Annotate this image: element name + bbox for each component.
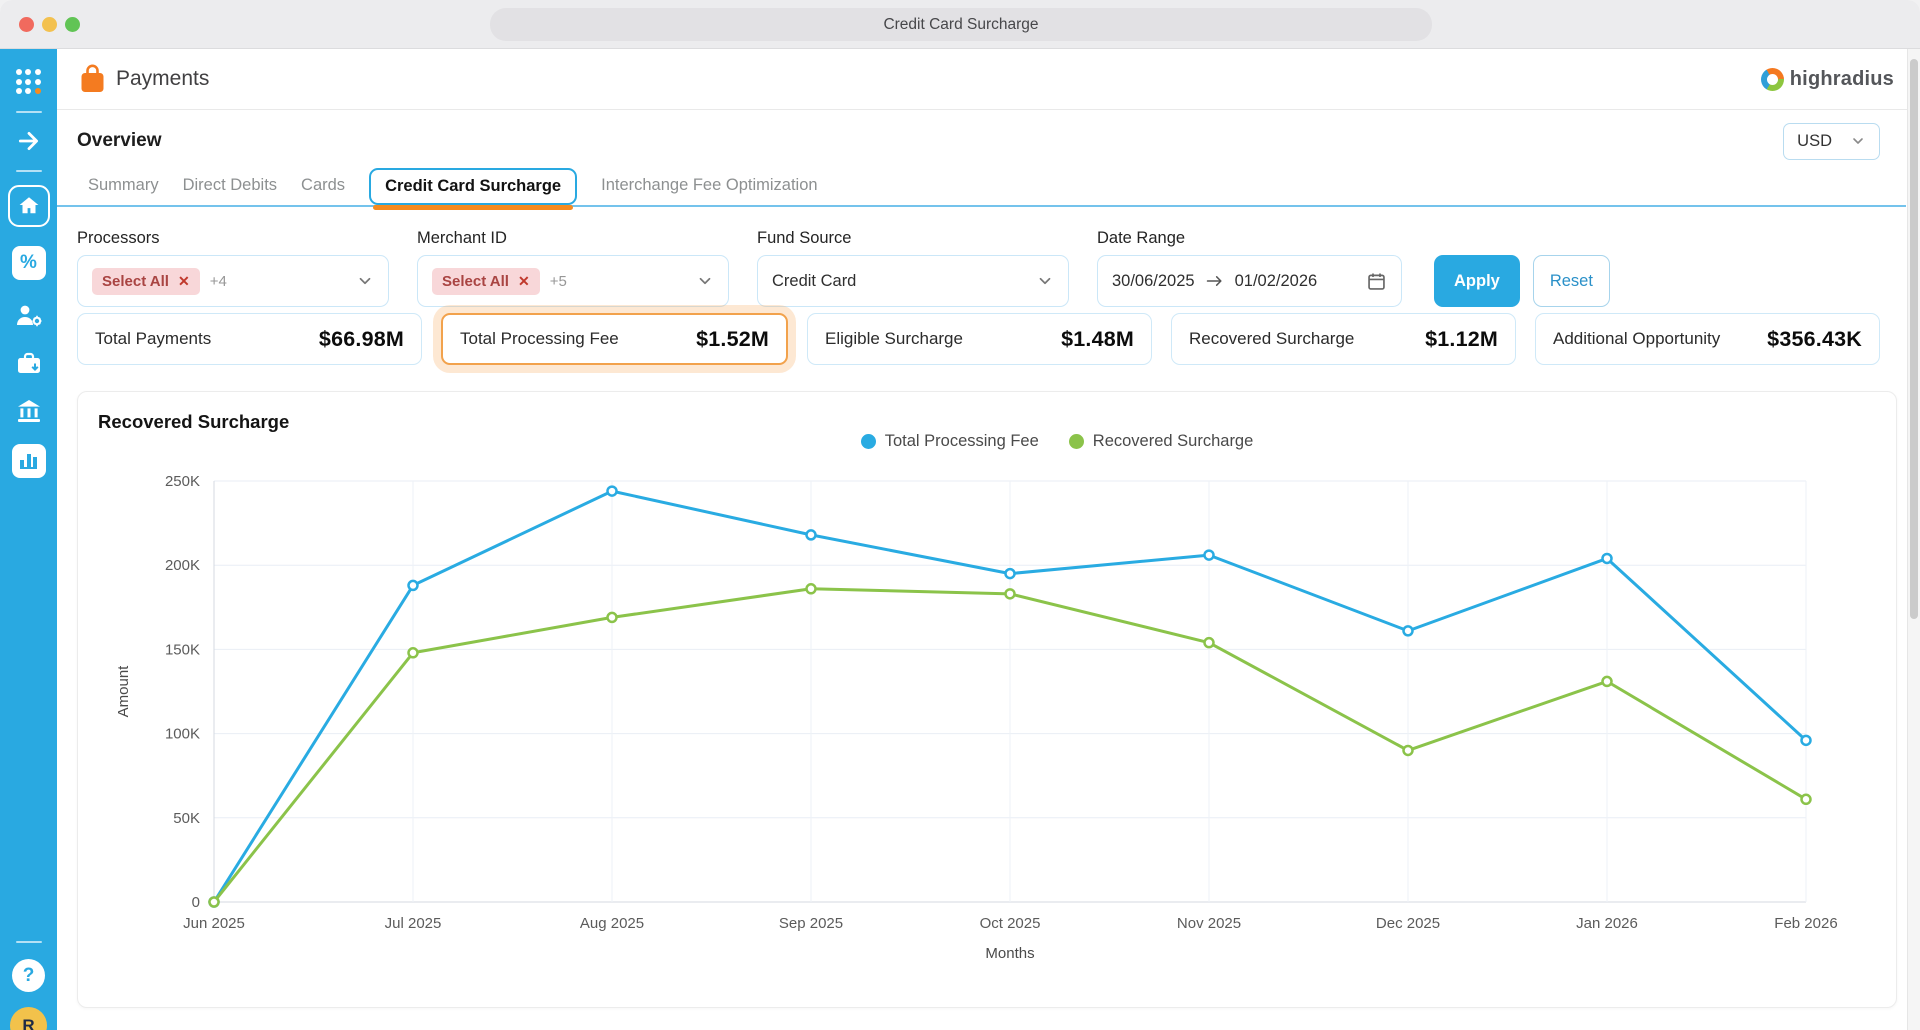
kpi-additional-opportunity[interactable]: Additional Opportunity $356.43K: [1535, 313, 1880, 365]
date-range-end[interactable]: 01/02/2026: [1235, 272, 1318, 291]
svg-text:Aug 2025: Aug 2025: [580, 915, 644, 932]
tab-credit-card-surcharge[interactable]: Credit Card Surcharge: [369, 168, 577, 205]
line-chart: 0 50K 100K 150K 200K 250K Jun 2025 Jul 2025 Aug …: [78, 392, 1898, 1009]
svg-text:50K: 50K: [173, 810, 200, 827]
app-header: Payments highradius: [57, 49, 1920, 110]
processors-label: Processors: [77, 229, 389, 248]
fund-source-select[interactable]: Credit Card: [757, 255, 1069, 307]
merchant-id-multiselect[interactable]: Select All ✕ +5: [417, 255, 729, 307]
svg-text:150K: 150K: [165, 641, 200, 658]
app-name: Payments: [116, 67, 209, 91]
svg-text:Amount: Amount: [115, 665, 132, 718]
window-title-text: Credit Card Surcharge: [883, 16, 1038, 34]
calendar-icon[interactable]: [1366, 271, 1387, 292]
processors-more-count: +4: [210, 273, 227, 290]
chevron-down-icon: [1036, 272, 1054, 290]
traffic-lights: [19, 17, 80, 32]
scrollbar-thumb[interactable]: [1910, 59, 1918, 619]
remove-icon[interactable]: ✕: [518, 273, 530, 290]
sidebar-divider: [16, 111, 42, 113]
merchant-id-more-count: +5: [550, 273, 567, 290]
kpi-total-processing-fee[interactable]: Total Processing Fee $1.52M: [441, 313, 788, 365]
sidebar-divider: [16, 170, 42, 172]
svg-text:Months: Months: [985, 945, 1034, 962]
user-avatar[interactable]: R: [10, 1007, 47, 1030]
app-window: Credit Card Surcharge %: [0, 0, 1920, 1030]
svg-text:Feb 2026: Feb 2026: [1774, 915, 1837, 932]
apply-button[interactable]: Apply: [1434, 255, 1520, 307]
svg-text:Jun 2025: Jun 2025: [183, 915, 245, 932]
tab-direct-debits[interactable]: Direct Debits: [183, 176, 277, 195]
date-range-label: Date Range: [1097, 229, 1402, 248]
filters-bar: Processors Select All ✕ +4 Merchant ID S…: [57, 207, 1906, 307]
briefcase-export-icon[interactable]: [15, 351, 43, 377]
tab-summary[interactable]: Summary: [88, 176, 159, 195]
bank-icon[interactable]: [15, 398, 43, 424]
arrow-right-icon[interactable]: [16, 128, 42, 154]
merchant-id-chip[interactable]: Select All ✕: [432, 268, 540, 295]
tab-bar: Summary Direct Debits Cards Credit Card …: [57, 166, 1906, 207]
arrow-right-icon: [1205, 273, 1225, 289]
shopping-bag-icon: [79, 64, 106, 94]
chevron-down-icon: [1850, 133, 1866, 149]
chevron-down-icon: [696, 272, 714, 290]
processors-multiselect[interactable]: Select All ✕ +4: [77, 255, 389, 307]
svg-text:Nov 2025: Nov 2025: [1177, 915, 1241, 932]
highradius-logo-icon: [1761, 68, 1784, 91]
help-icon[interactable]: ?: [12, 959, 45, 992]
svg-text:Oct 2025: Oct 2025: [980, 915, 1041, 932]
fund-source-value: Credit Card: [772, 272, 856, 291]
app-logo: Payments: [79, 64, 209, 94]
close-window-button[interactable]: [19, 17, 34, 32]
user-settings-icon[interactable]: [14, 302, 44, 330]
brand-name: highradius: [1790, 68, 1894, 91]
currency-value: USD: [1797, 132, 1832, 151]
svg-text:200K: 200K: [165, 557, 200, 574]
kpi-recovered-surcharge[interactable]: Recovered Surcharge $1.12M: [1171, 313, 1516, 365]
fund-source-label: Fund Source: [757, 229, 1069, 248]
kpi-eligible-surcharge[interactable]: Eligible Surcharge $1.48M: [807, 313, 1152, 365]
percent-icon[interactable]: %: [12, 246, 46, 280]
scrollbar-track[interactable]: [1907, 49, 1920, 1030]
page-title: Overview: [77, 130, 162, 152]
home-icon[interactable]: [8, 185, 50, 227]
merchant-id-label: Merchant ID: [417, 229, 729, 248]
date-range-input[interactable]: 30/06/2025 01/02/2026: [1097, 255, 1402, 307]
processors-chip[interactable]: Select All ✕: [92, 268, 200, 295]
recovered-surcharge-chart-card: Recovered Surcharge Total Processing Fee…: [77, 391, 1897, 1008]
kpi-total-payments[interactable]: Total Payments $66.98M: [77, 313, 422, 365]
sidebar-divider: [16, 941, 42, 943]
svg-text:Jan 2026: Jan 2026: [1576, 915, 1638, 932]
reset-button[interactable]: Reset: [1533, 255, 1610, 307]
svg-text:0: 0: [192, 894, 200, 911]
window-title: Credit Card Surcharge: [490, 8, 1432, 41]
svg-text:Sep 2025: Sep 2025: [779, 915, 843, 932]
date-range-start[interactable]: 30/06/2025: [1112, 272, 1195, 291]
zoom-window-button[interactable]: [65, 17, 80, 32]
svg-text:Dec 2025: Dec 2025: [1376, 915, 1440, 932]
remove-icon[interactable]: ✕: [178, 273, 190, 290]
svg-text:250K: 250K: [165, 473, 200, 490]
window-titlebar: Credit Card Surcharge: [0, 0, 1920, 49]
minimize-window-button[interactable]: [42, 17, 57, 32]
svg-text:100K: 100K: [165, 726, 200, 743]
chevron-down-icon: [356, 272, 374, 290]
currency-select[interactable]: USD: [1783, 123, 1880, 160]
tab-interchange-fee-optimization[interactable]: Interchange Fee Optimization: [601, 176, 817, 195]
main-content: Overview USD Summary Direct Debits Cards…: [57, 110, 1906, 1030]
tab-cards[interactable]: Cards: [301, 176, 345, 195]
kpi-row: Total Payments $66.98M Total Processing …: [77, 313, 1880, 365]
apps-grid-icon[interactable]: [16, 69, 42, 95]
brand-logo: highradius: [1761, 68, 1894, 91]
bar-chart-icon[interactable]: [12, 444, 46, 478]
sidebar-nav: %: [0, 49, 57, 1030]
svg-text:Jul 2025: Jul 2025: [385, 915, 442, 932]
